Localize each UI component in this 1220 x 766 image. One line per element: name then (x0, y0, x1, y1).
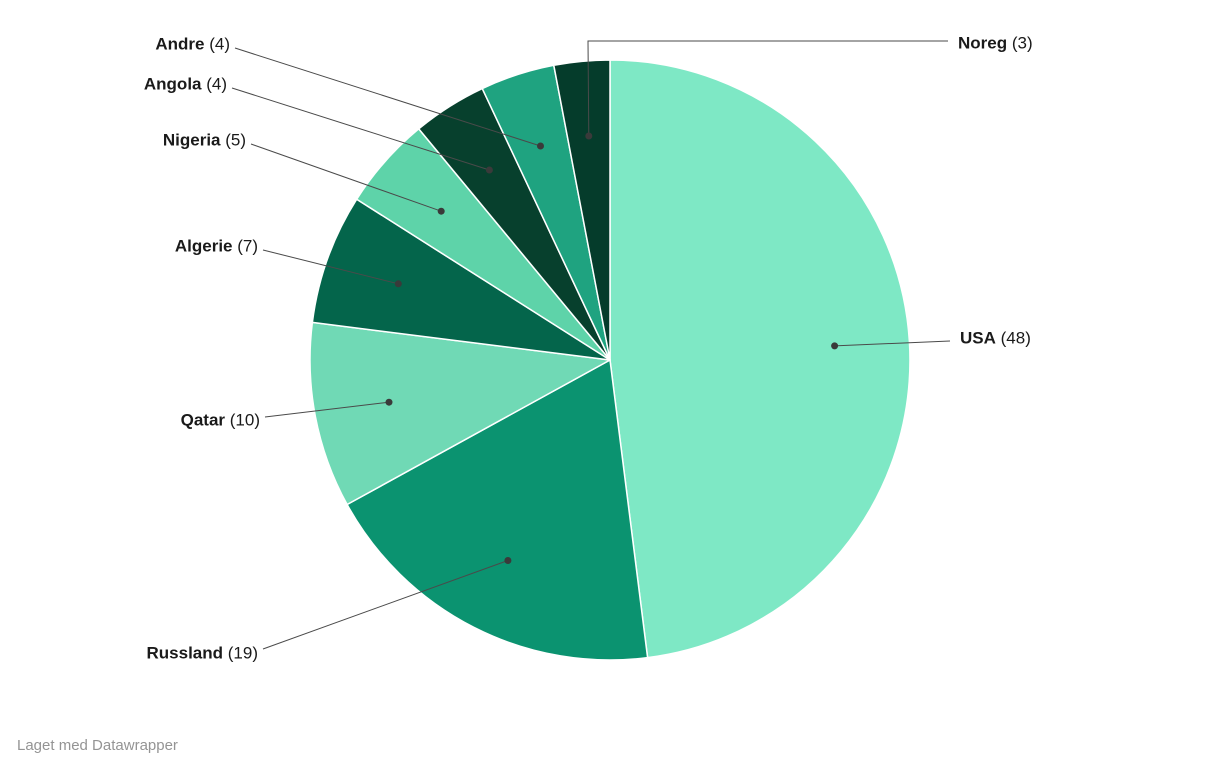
leader-line-nigeria (250, 143, 442, 212)
pie-label-angola: Angola (4) (143, 74, 227, 95)
slice-name: Qatar (180, 410, 226, 430)
label-dot-nigeria (437, 207, 445, 215)
slice-name: Algerie (174, 236, 233, 256)
pie-slice-algerie (311, 198, 611, 361)
pie-slice-qatar (309, 321, 611, 506)
slice-name: Russland (146, 643, 224, 663)
leader-line-angola (231, 87, 490, 171)
slice-name: Andre (155, 34, 205, 54)
label-dot-usa (831, 342, 839, 350)
pie-label-noreg: Noreg (3) (958, 33, 1033, 54)
slice-name: Nigeria (162, 130, 221, 150)
pie-label-andre: Andre (4) (155, 34, 230, 55)
label-dot-russland (504, 557, 512, 564)
pie-slice-usa (609, 59, 911, 659)
leader-line-andre (234, 47, 541, 147)
slice-value: (48) (995, 328, 1031, 348)
slice-value: (19) (223, 643, 258, 663)
leader-line-usa (834, 340, 951, 347)
datawrapper-credit[interactable]: Laget med Datawrapper (17, 737, 178, 754)
slice-value: (4) (204, 34, 230, 54)
leader-line-qatar (264, 401, 390, 418)
label-dot-andre (537, 142, 544, 150)
label-dot-noreg (585, 132, 593, 140)
pie-slice-noreg (553, 59, 611, 361)
pie-label-qatar: Qatar (10) (180, 410, 260, 431)
pie-label-russland: Russland (19) (146, 643, 259, 664)
leader-line-noreg (587, 40, 948, 137)
slice-value: (5) (220, 130, 246, 150)
slice-name: USA (960, 328, 996, 348)
label-dot-qatar (385, 398, 393, 406)
slice-value: (4) (201, 74, 227, 94)
pie-label-algerie: Algerie (7) (174, 236, 258, 257)
pie-label-nigeria: Nigeria (5) (162, 130, 246, 151)
leader-line-russland (262, 560, 509, 650)
slice-name: Noreg (958, 33, 1008, 53)
slice-name: Angola (143, 74, 202, 94)
label-dot-algerie (394, 280, 402, 288)
slice-value: (7) (232, 236, 258, 256)
label-dot-angola (485, 166, 493, 174)
pie-slice-russland (346, 359, 649, 661)
slice-value: (3) (1007, 33, 1033, 53)
leader-line-algerie (262, 249, 399, 285)
pie-label-usa: USA (48) (960, 328, 1031, 349)
slice-value: (10) (225, 410, 260, 430)
